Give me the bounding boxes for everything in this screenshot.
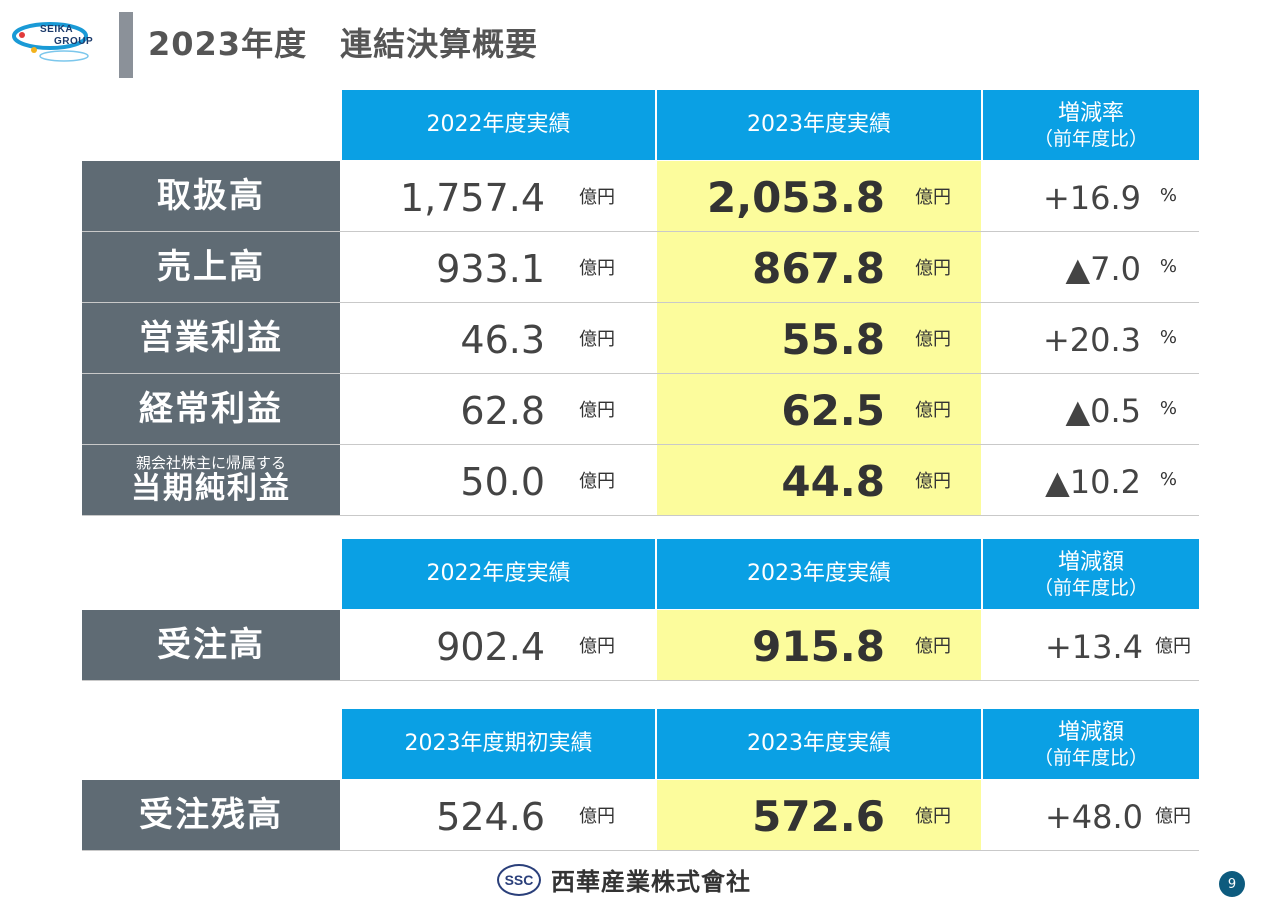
curr-value: 915.8	[752, 622, 885, 671]
table-row: 取扱高 1,757.4 億円 2,053.8 億円 +16.9%	[82, 161, 1199, 232]
table-row: 受注高 902.4 億円 915.8 億円 +13.4 億円	[82, 610, 1199, 681]
header-change-amount: 増減額 （前年度比）	[983, 709, 1199, 779]
percent-unit: %	[1159, 256, 1177, 277]
unit-label: 億円	[579, 400, 615, 421]
change-value: +20.3	[1042, 321, 1141, 359]
header-change-rate: 増減率 （前年度比）	[983, 90, 1199, 160]
page-number: 9	[1219, 871, 1245, 897]
logo-wordmark: SEIKA GROUP	[40, 24, 94, 47]
unit-label: 億円	[579, 806, 615, 827]
row-label: 営業利益	[82, 303, 340, 373]
table-row: 営業利益 46.3 億円 55.8 億円 +20.3%	[82, 303, 1199, 374]
curr-value: 2,053.8	[706, 173, 885, 222]
header-initial-year: 2023年度期初実績	[342, 709, 655, 779]
title-accent-bar	[119, 12, 133, 78]
unit-label: 億円	[579, 258, 615, 279]
table-row: 親会社株主に帰属する 当期純利益 50.0 億円 44.8 億円 ▲10.2%	[82, 445, 1199, 516]
row-label: 経常利益	[82, 374, 340, 444]
prev-value: 1,757.4	[399, 176, 545, 220]
unit-label: 億円	[915, 400, 951, 421]
header-change-amount: 増減額 （前年度比）	[983, 539, 1199, 609]
change-value: ▲10.2	[1045, 463, 1141, 501]
row-label: 取扱高	[82, 161, 340, 231]
unit-label: 億円	[915, 636, 951, 657]
table-row: 売上高 933.1 億円 867.8 億円 ▲7.0%	[82, 232, 1199, 303]
percent-unit: %	[1159, 185, 1177, 206]
unit-label: 億円	[1155, 636, 1191, 657]
company-footer-logo: SSC 西華産業株式會社	[497, 862, 751, 897]
unit-label: 億円	[915, 329, 951, 350]
page-title: 2023年度 連結決算概要	[148, 25, 539, 63]
prev-value: 933.1	[436, 247, 545, 291]
header-curr-year: 2023年度実績	[657, 539, 981, 609]
logo-swoosh-icon	[12, 22, 89, 62]
header-prev-year: 2022年度実績	[342, 539, 655, 609]
change-value: ▲0.5	[1065, 392, 1142, 430]
unit-label: 億円	[1155, 806, 1191, 827]
ssc-emblem: SSC	[497, 863, 541, 896]
seika-group-logo: SEIKA GROUP	[12, 18, 104, 64]
unit-label: 億円	[915, 471, 951, 492]
header-curr-year: 2023年度実績	[657, 709, 981, 779]
prev-value: 46.3	[460, 318, 545, 362]
unit-label: 億円	[915, 806, 951, 827]
percent-unit: %	[1159, 398, 1177, 419]
company-name: 西華産業株式會社	[551, 868, 751, 896]
row-label: 受注残高	[82, 780, 340, 850]
row-label: 売上高	[82, 232, 340, 302]
change-value: +16.9	[1042, 179, 1141, 217]
curr-value: 572.6	[752, 792, 885, 841]
change-value: ▲7.0	[1065, 250, 1142, 288]
prev-value: 50.0	[460, 460, 545, 504]
unit-label: 億円	[579, 471, 615, 492]
header-curr-year: 2023年度実績	[657, 90, 981, 160]
unit-label: 億円	[915, 258, 951, 279]
curr-value: 44.8	[781, 457, 885, 506]
curr-value: 55.8	[781, 315, 885, 364]
row-label: 受注高	[82, 610, 340, 680]
prev-value: 524.6	[436, 795, 545, 839]
unit-label: 億円	[579, 636, 615, 657]
table-row: 経常利益 62.8 億円 62.5 億円 ▲0.5%	[82, 374, 1199, 445]
percent-unit: %	[1159, 469, 1177, 490]
unit-label: 億円	[579, 187, 615, 208]
unit-label: 億円	[579, 329, 615, 350]
prev-value: 902.4	[436, 625, 545, 669]
curr-value: 62.5	[781, 386, 885, 435]
change-value: +48.0	[1044, 798, 1143, 836]
header-prev-year: 2022年度実績	[342, 90, 655, 160]
percent-unit: %	[1159, 327, 1177, 348]
table-row: 受注残高 524.6 億円 572.6 億円 +48.0 億円	[82, 780, 1199, 851]
unit-label: 億円	[915, 187, 951, 208]
curr-value: 867.8	[752, 244, 885, 293]
change-value: +13.4	[1044, 628, 1143, 666]
row-label: 親会社株主に帰属する 当期純利益	[82, 445, 340, 515]
prev-value: 62.8	[460, 389, 545, 433]
